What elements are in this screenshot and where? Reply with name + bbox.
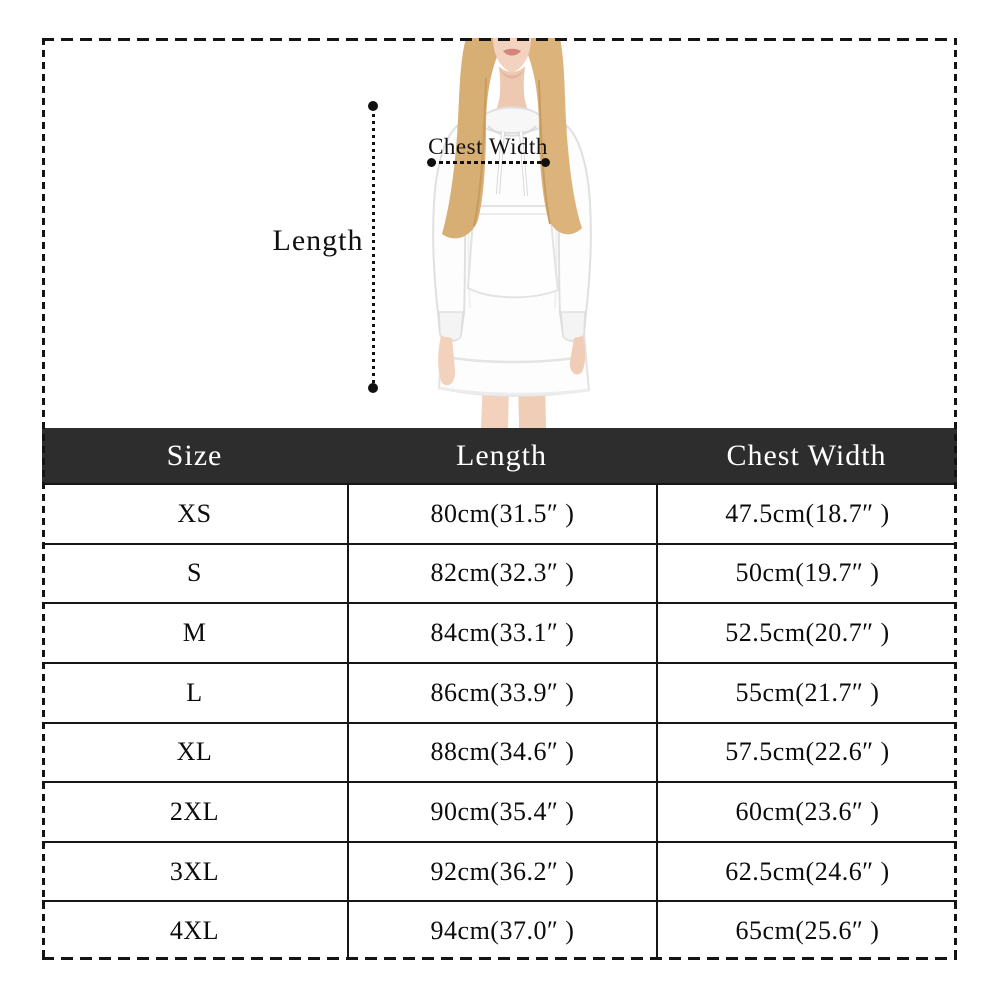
model-photo	[432, 38, 592, 428]
length-cell: 84cm(33.1″ )	[347, 604, 656, 662]
table-row: S 82cm(32.3″ ) 50cm(19.7″ )	[42, 542, 957, 603]
table-row: 3XL 92cm(36.2″ ) 62.5cm(24.6″ )	[42, 840, 957, 901]
chest-width-cell: 55cm(21.7″ )	[656, 663, 957, 722]
chest-width-cell: 52.5cm(20.7″ )	[656, 604, 957, 662]
dashed-border-right	[954, 38, 957, 960]
size-cell: 2XL	[169, 796, 220, 826]
hair-left	[442, 38, 508, 239]
column-header-chest-width: Chest Width	[726, 438, 887, 472]
length-label: Length	[272, 224, 364, 257]
chest-width-cell: 65cm(25.6″ )	[656, 902, 957, 960]
table-row: 2XL 90cm(35.4″ ) 60cm(23.6″ )	[42, 781, 957, 841]
size-cell: XS	[177, 498, 212, 528]
neck	[496, 66, 528, 110]
chest-width-measure-line	[432, 161, 545, 164]
hem-edge	[438, 386, 590, 396]
hood-collar	[476, 106, 548, 134]
size-cell: S	[187, 558, 202, 588]
chest-line-left-dot	[427, 158, 436, 167]
table-row: L 86cm(33.9″ ) 55cm(21.7″ )	[42, 661, 957, 722]
right-hand	[569, 336, 586, 375]
table-header-row: Size Length Chest Width	[42, 428, 957, 483]
chest-width-cell: 47.5cm(18.7″ )	[656, 485, 957, 543]
left-hand	[438, 336, 456, 386]
size-cell: L	[186, 677, 203, 707]
table-body: XS 80cm(31.5″ ) 47.5cm(18.7″ ) S 82cm(32…	[42, 483, 957, 960]
length-line-top-dot	[368, 101, 378, 111]
size-guide-card: Length Chest Width Size Length Chest Wid…	[42, 38, 957, 960]
hair-right	[516, 38, 582, 235]
neckline-seam	[487, 125, 537, 137]
table-row: M 84cm(33.1″ ) 52.5cm(20.7″ )	[42, 602, 957, 662]
chest-width-cell: 60cm(23.6″ )	[656, 783, 957, 841]
size-cell: 4XL	[169, 916, 220, 946]
length-line-bottom-dot	[368, 383, 378, 393]
size-cell: 3XL	[169, 856, 220, 886]
lips	[503, 48, 521, 56]
dashed-border-bottom	[42, 957, 957, 960]
neck-shadow	[499, 68, 525, 79]
chest-width-label: Chest Width	[428, 134, 548, 159]
size-cell: M	[182, 618, 207, 648]
column-header-size: Size	[166, 438, 223, 472]
length-cell: 88cm(34.6″ )	[347, 723, 656, 782]
dashed-border-left	[42, 38, 45, 960]
chest-width-cell: 57.5cm(22.6″ )	[656, 723, 957, 782]
table-row: XL 88cm(34.6″ ) 57.5cm(22.6″ )	[42, 721, 957, 782]
dashed-border-top	[42, 38, 957, 41]
length-cell: 94cm(37.0″ )	[347, 902, 656, 960]
right-cuff	[560, 311, 586, 342]
size-cell: XL	[176, 737, 213, 767]
table-row: 4XL 94cm(37.0″ ) 65cm(25.6″ )	[42, 900, 957, 960]
length-cell: 86cm(33.9″ )	[347, 663, 656, 722]
chest-line-right-dot	[541, 158, 550, 167]
measurement-diagram: Length Chest Width	[42, 38, 957, 428]
chest-width-cell: 62.5cm(24.6″ )	[656, 842, 957, 901]
kangaroo-pocket	[466, 205, 560, 299]
length-measure-line	[372, 107, 375, 388]
length-cell: 90cm(35.4″ )	[347, 783, 656, 841]
chest-width-cell: 50cm(19.7″ )	[656, 544, 957, 603]
size-chart-table: Size Length Chest Width XS 80cm(31.5″ ) …	[42, 428, 957, 960]
column-header-length: Length	[456, 438, 547, 472]
drawstring-left-highlight	[497, 131, 504, 195]
drawstring-right-highlight	[520, 131, 527, 197]
hair-strand	[473, 77, 487, 227]
length-cell: 92cm(36.2″ )	[347, 842, 656, 901]
length-cell: 80cm(31.5″ )	[347, 485, 656, 543]
length-cell: 82cm(32.3″ )	[347, 544, 656, 603]
table-row: XS 80cm(31.5″ ) 47.5cm(18.7″ )	[42, 483, 957, 543]
